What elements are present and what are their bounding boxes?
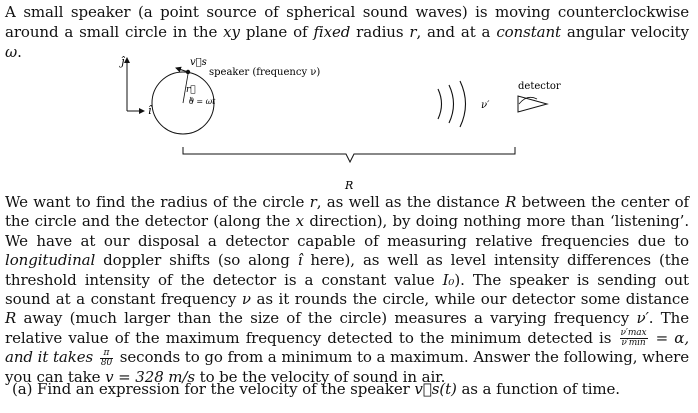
part-a-text: (a) Find an expression for the velocity … [12, 380, 415, 398]
j-axis-label: ĵ [119, 55, 125, 68]
nu-prime-symbol: ν′ [636, 309, 649, 328]
fraction-denominator: 80 [100, 357, 113, 368]
constant-emphasis: constant [496, 23, 561, 41]
R-symbol: R [505, 193, 517, 211]
speaker-circle-figure: ĵ î v⃗s speaker (frequency ν) r⃗ θ = ωt … [119, 55, 561, 192]
alpha-equation: = α, and it takes [5, 328, 689, 367]
fixed-emphasis: fixed [313, 23, 351, 41]
intro-text: , and at a [416, 23, 497, 41]
radius-label: r⃗ [186, 85, 196, 95]
question-part-a: (a) Find an expression for the velocity … [12, 379, 682, 399]
velocity-arrow [175, 66, 189, 73]
body-text: doppler shifts (so along [95, 251, 298, 270]
body-text: direction), by doing nothing more than ‘… [5, 212, 689, 250]
intro-text: angular velocity [560, 23, 689, 41]
fraction-numerator: π [99, 348, 114, 359]
omega-symbol: ω [5, 43, 18, 61]
nu-prime-label: ν′ [481, 100, 490, 111]
vs-symbol: v⃗s(t) [414, 380, 457, 398]
intro-text: . [17, 43, 22, 61]
time-fraction: π 80 [99, 348, 114, 368]
body-text: here), as well as level intensity differ… [5, 251, 689, 289]
part-a-text: as a function of time. [456, 380, 620, 398]
distance-label: R [344, 179, 353, 192]
intro-text: radius [350, 23, 410, 41]
body-text: , as well as the distance [316, 193, 506, 211]
detector-label: detector [518, 81, 561, 92]
detector-arc [518, 96, 538, 105]
i-axis-label: î [148, 104, 153, 117]
nu-symbol: ν [241, 290, 251, 309]
intro-text: A small speaker (a point source of spher… [5, 3, 689, 41]
sound-wave-icon [437, 80, 467, 128]
R-symbol: R [5, 309, 17, 328]
angle-label: θ = ωt [189, 97, 216, 106]
sound-speed-equation: v = 328 m/s [105, 367, 195, 386]
x-symbol: x [295, 212, 304, 231]
axes: ĵ î [119, 55, 153, 117]
fraction-denominator: ν′min [621, 338, 646, 349]
body-text: ). The speaker is sending out sound at a… [5, 270, 689, 309]
intro-paragraph: A small speaker (a point source of spher… [5, 2, 689, 62]
body-paragraph: We want to find the radius of the circle… [5, 193, 689, 387]
fraction-numerator: ν′max [619, 328, 648, 340]
body-text: between the center of the circle and the… [5, 193, 690, 231]
body-text: We want to find the radius of the circle [5, 193, 310, 211]
intro-text: plane of [239, 23, 314, 41]
speaker-label: speaker (frequency ν) [209, 67, 320, 78]
I0-symbol: I₀ [442, 270, 455, 289]
xy-symbol: xy [223, 23, 240, 41]
body-text: as it rounds the circle, while our detec… [250, 290, 690, 309]
orbit-circle [151, 71, 215, 135]
distance-bracket [182, 147, 516, 164]
r-symbol: r [409, 23, 417, 41]
r-symbol: r [309, 193, 317, 211]
ihat-symbol: î [297, 251, 303, 270]
body-text: seconds to go from a minimum to a maximu… [5, 348, 690, 386]
body-text: to be the velocity of sound in air. [194, 367, 446, 386]
frequency-ratio-fraction: ν′max ν′min [619, 328, 648, 349]
body-text: away (much larger than the size of the c… [16, 309, 637, 328]
radius-line [182, 73, 189, 104]
angle-arc [189, 96, 193, 105]
longitudinal-emphasis: longitudinal [5, 251, 96, 270]
body-text: . The relative value of the maximum freq… [5, 309, 689, 347]
velocity-label: v⃗s [190, 57, 207, 68]
detector-shape [517, 95, 549, 113]
